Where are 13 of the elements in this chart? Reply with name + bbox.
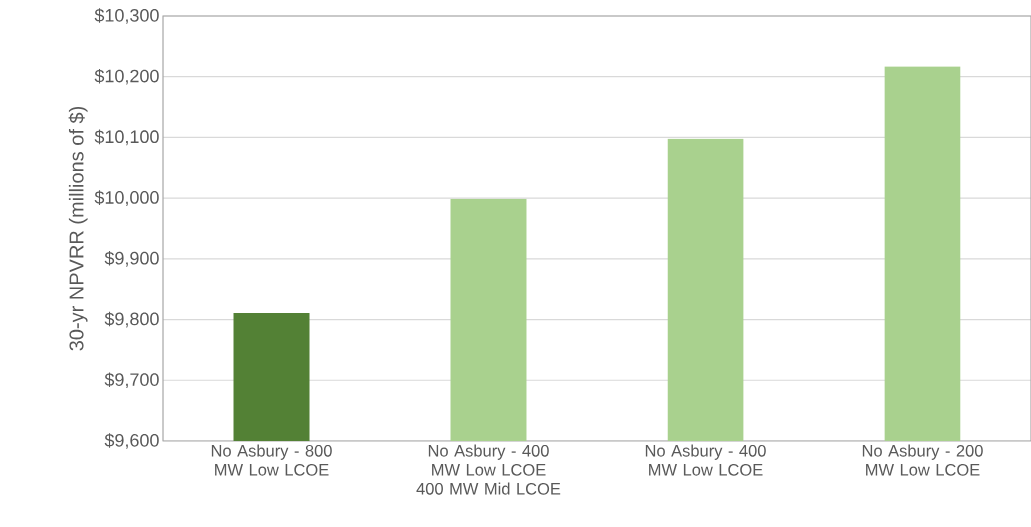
y-tick-label: $10,100 xyxy=(94,129,159,146)
y-tick-label: $10,000 xyxy=(94,190,159,206)
y-tick-label: $9,700 xyxy=(104,372,159,389)
y-tick-label: $9,900 xyxy=(104,251,159,267)
y-tick-label: $9,800 xyxy=(104,311,159,328)
x-tick-label: No Asbury - 200 MW Low LCOE xyxy=(862,444,983,476)
y-axis-title: 30-yr NPVRR (millions of $) xyxy=(68,106,88,351)
x-tick-label: No Asbury - 400 MW Low LCOE xyxy=(645,444,766,476)
y-tick-label: $10,200 xyxy=(94,68,159,85)
x-tick-label: No Asbury - 400 MW Low LCOE 400 MW Mid LCOE xyxy=(416,444,561,495)
y-tick-label: $10,300 xyxy=(94,8,159,24)
y-tick-label: $9,600 xyxy=(104,433,159,449)
x-tick-label: No Asbury - 800 MW Low LCOE xyxy=(211,444,332,476)
